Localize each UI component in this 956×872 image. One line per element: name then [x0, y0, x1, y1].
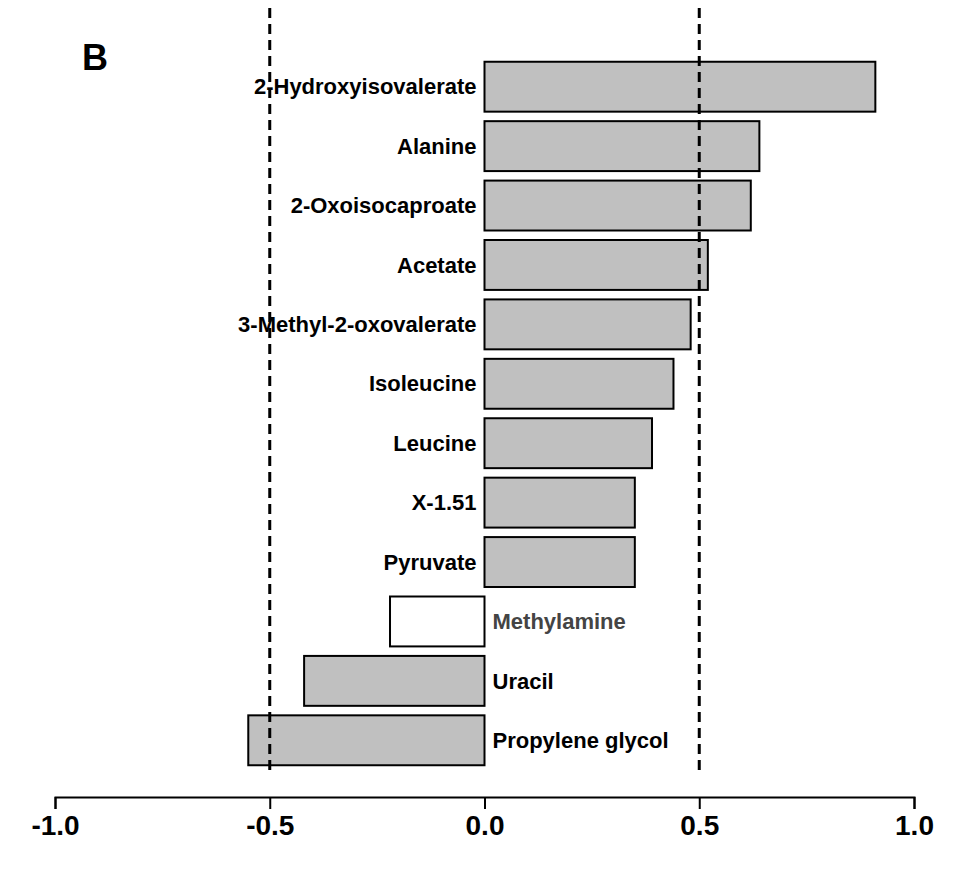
- bar: [485, 418, 653, 468]
- bar: [485, 478, 635, 528]
- bar: [485, 121, 760, 171]
- tick: -0.5: [246, 797, 294, 841]
- reference-line: [268, 8, 271, 770]
- bar: [390, 597, 484, 647]
- bar: [248, 715, 484, 765]
- category-label: Isoleucine: [369, 371, 477, 396]
- tick-label: 1.0: [895, 810, 934, 841]
- category-label: Alanine: [397, 134, 476, 159]
- tick: 0.5: [680, 797, 719, 841]
- category-label: Leucine: [393, 431, 476, 456]
- category-label: Pyruvate: [384, 550, 477, 575]
- tick-mark: [699, 797, 701, 809]
- bar: [485, 359, 674, 409]
- bar: [485, 537, 635, 587]
- tick: -1.0: [31, 797, 79, 841]
- chart: B 2-Hydroxyisovalerate Alanine 2-Oxoisocapr…: [0, 0, 956, 872]
- tick: 0.0: [466, 797, 505, 841]
- category-label: X-1.51: [412, 490, 477, 515]
- tick-mark: [269, 797, 271, 809]
- bar: [485, 240, 708, 290]
- bar: [304, 656, 484, 706]
- tick-label: 0.0: [466, 810, 505, 841]
- bars: [248, 62, 875, 765]
- category-label: Acetate: [397, 253, 476, 278]
- category-labels: 2-Hydroxyisovalerate Alanine 2-Oxoisocapro…: [238, 74, 668, 753]
- axis-line: [56, 798, 915, 810]
- tick-mark: [55, 797, 57, 809]
- tick-label: 0.5: [680, 810, 719, 841]
- x-axis: -1.0 -0.5 0.0 0.5 1.0: [31, 797, 934, 841]
- category-label: Methylamine: [493, 609, 626, 634]
- category-label: Uracil: [493, 669, 554, 694]
- category-label: 2-Oxoisocaproate: [291, 193, 477, 218]
- tick-label: -0.5: [246, 810, 294, 841]
- bar: [485, 62, 876, 112]
- tick-mark: [484, 797, 486, 809]
- bar: [485, 181, 751, 231]
- reference-line: [698, 8, 701, 770]
- category-label: 2-Hydroxyisovalerate: [254, 74, 477, 99]
- tick: 1.0: [895, 797, 934, 841]
- category-label: 3-Methyl-2-oxovalerate: [238, 312, 476, 337]
- tick-label: -1.0: [31, 810, 79, 841]
- title: B: [82, 37, 108, 78]
- reference-lines: [270, 8, 700, 770]
- tick-mark: [914, 797, 916, 809]
- category-label: Propylene glycol: [493, 728, 669, 753]
- bar: [485, 299, 691, 349]
